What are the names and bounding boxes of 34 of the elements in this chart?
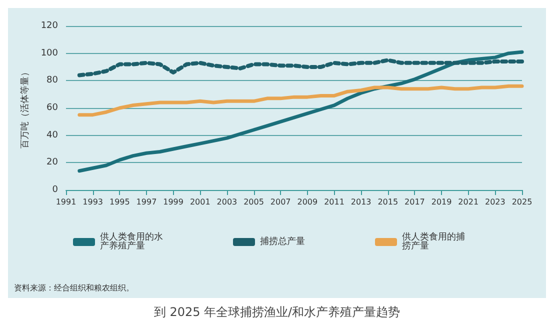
y-tick-label: 0 (52, 185, 58, 195)
line-series (77, 58, 524, 78)
line-series (78, 84, 524, 117)
text: 资料来源：经合组织和粮农组织。 (14, 284, 134, 292)
x-tick-label: 2025 (512, 198, 532, 206)
y-tick-label: 40 (46, 130, 58, 140)
x-tick-label: 2001 (190, 198, 210, 206)
text: 到 2025 年全球捕捞渔业/和水产养殖产量趋势 (152, 304, 402, 321)
y-axis-title: 百万吨（活体等量） (19, 68, 30, 148)
y-tick-label: 80 (46, 76, 58, 86)
x-tick-label: 1997 (136, 198, 157, 206)
x-tick-label: 2023 (484, 198, 506, 206)
legend-label: 捕捞总产量 (260, 236, 305, 247)
x-tick-label: 2015 (378, 198, 398, 206)
x-tick-label: 1999 (163, 198, 184, 206)
y-tick-label: 120 (40, 21, 58, 31)
legend-label: 供人类食用的水产养殖产量 (100, 232, 163, 252)
x-tick-label: 1995 (109, 198, 130, 206)
line-series (78, 50, 524, 173)
y-tick-label: 100 (40, 48, 58, 58)
x-tick-label: 2011 (324, 198, 344, 206)
x-tick-label: 2007 (270, 198, 291, 206)
x-tick-label: 2005 (244, 198, 264, 206)
legend-label: 供人类食用的捕捞产量 (402, 232, 465, 252)
x-tick-label: 2021 (458, 198, 479, 206)
x-tick-label: 2013 (350, 198, 372, 206)
x-tick-label: 1993 (82, 198, 104, 206)
y-tick-label: 20 (46, 158, 58, 168)
x-tick-label: 1991 (56, 198, 76, 206)
x-tick-label: 2003 (216, 198, 238, 206)
y-tick-label: 60 (46, 103, 58, 113)
x-tick-label: 2017 (404, 198, 425, 206)
x-tick-label: 2019 (431, 198, 452, 206)
x-tick-label: 2009 (297, 198, 318, 206)
